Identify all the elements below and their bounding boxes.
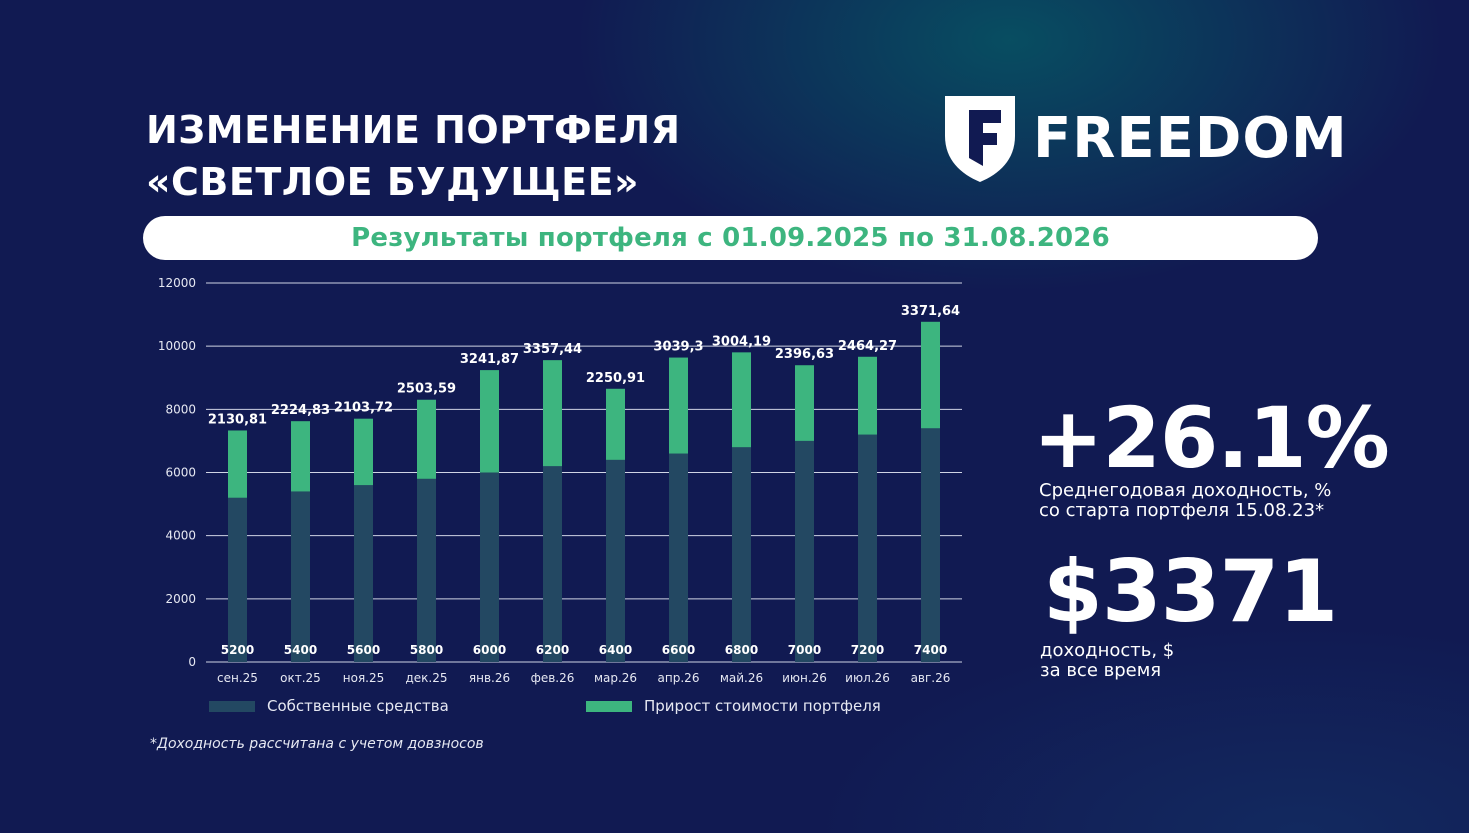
x-tick-label-0: сен.25 xyxy=(217,671,258,685)
x-tick-label-10: июл.26 xyxy=(845,671,890,685)
data-label-own-funds-11: 7400 xyxy=(914,643,947,657)
bar-own-funds-9 xyxy=(795,440,814,662)
x-tick-label-5: фев.26 xyxy=(531,671,575,685)
x-tick-label-3: дек.25 xyxy=(405,671,447,685)
y-tick-label-0: 0 xyxy=(188,655,196,669)
total-return-caption: доходность, $ за все время xyxy=(1040,641,1174,681)
bar-growth-2 xyxy=(354,418,373,486)
data-label-growth-9: 2396,63 xyxy=(775,347,834,362)
x-tick-label-2: ноя.25 xyxy=(343,671,385,685)
data-label-own-funds-10: 7200 xyxy=(851,643,884,657)
legend-item-growth: Прирост стоимости портфеля xyxy=(586,697,881,715)
data-label-growth-10: 2464,27 xyxy=(838,339,897,354)
bar-own-funds-5 xyxy=(543,466,562,662)
bar-own-funds-6 xyxy=(606,459,625,662)
x-tick-label-6: мар.26 xyxy=(594,671,637,685)
data-label-own-funds-1: 5400 xyxy=(284,643,317,657)
bar-own-funds-10 xyxy=(858,434,877,662)
brand-logo: FREEDOM xyxy=(943,96,1347,182)
bar-own-funds-8 xyxy=(732,447,751,662)
x-tick-label-9: июн.26 xyxy=(782,671,827,685)
total-return-caption-line1: доходность, $ xyxy=(1040,640,1175,661)
page-title-line1: ИЗМЕНЕНИЕ ПОРТФЕЛЯ xyxy=(146,108,681,152)
annual-return-value: +26.1% xyxy=(1033,389,1390,487)
period-banner: Результаты портфеля с 01.09.2025 по 31.0… xyxy=(143,216,1318,260)
bar-own-funds-2 xyxy=(354,485,373,662)
bar-growth-0 xyxy=(228,430,247,498)
legend-item-own-funds: Собственные средства xyxy=(209,697,449,715)
bar-own-funds-11 xyxy=(921,428,940,662)
bar-own-funds-3 xyxy=(417,478,436,662)
bar-growth-1 xyxy=(291,421,310,492)
y-tick-label-12000: 12000 xyxy=(158,276,196,290)
data-label-own-funds-5: 6200 xyxy=(536,643,569,657)
x-tick-label-1: окт.25 xyxy=(280,671,321,685)
data-label-growth-7: 3039,3 xyxy=(653,340,703,355)
data-label-own-funds-4: 6000 xyxy=(473,643,506,657)
y-tick-label-2000: 2000 xyxy=(165,592,196,606)
data-label-own-funds-8: 6800 xyxy=(725,643,758,657)
y-tick-label-10000: 10000 xyxy=(158,339,196,353)
data-label-growth-3: 2503,59 xyxy=(397,382,456,397)
bar-growth-7 xyxy=(669,357,688,454)
data-label-growth-11: 3371,64 xyxy=(901,304,960,319)
legend-label-growth: Прирост стоимости портфеля xyxy=(644,697,881,715)
data-label-growth-4: 3241,87 xyxy=(460,352,519,367)
period-banner-text: Результаты портфеля с 01.09.2025 по 31.0… xyxy=(351,223,1110,253)
data-label-own-funds-2: 5600 xyxy=(347,643,380,657)
total-return-value: $3371 xyxy=(1043,542,1338,642)
data-label-growth-5: 3357,44 xyxy=(523,342,582,357)
y-tick-label-8000: 8000 xyxy=(165,402,196,416)
total-return-caption-line2: за все время xyxy=(1040,660,1162,681)
bar-growth-4 xyxy=(480,370,499,473)
y-tick-label-4000: 4000 xyxy=(165,529,196,543)
data-label-own-funds-3: 5800 xyxy=(410,643,443,657)
bar-own-funds-7 xyxy=(669,453,688,662)
data-label-growth-8: 3004,19 xyxy=(712,334,771,349)
data-label-growth-6: 2250,91 xyxy=(586,371,645,386)
data-label-growth-2: 2103,72 xyxy=(334,401,393,416)
data-label-own-funds-9: 7000 xyxy=(788,643,821,657)
portfolio-chart: 0 2000 4000 6000 8000 10000 12000 5200 2130,81 се… xyxy=(158,276,962,685)
x-tick-label-7: апр.26 xyxy=(658,671,700,685)
data-label-own-funds-7: 6600 xyxy=(662,643,695,657)
freedom-shield-icon xyxy=(945,96,1015,182)
bar-growth-5 xyxy=(543,360,562,467)
bar-growth-3 xyxy=(417,399,436,479)
data-label-growth-1: 2224,83 xyxy=(271,403,330,418)
x-tick-label-8: май.26 xyxy=(720,671,763,685)
annual-return-caption: Среднегодовая доходность, % со старта по… xyxy=(1039,481,1331,521)
bar-growth-8 xyxy=(732,352,751,448)
annual-return-caption-line2: со старта портфеля 15.08.23* xyxy=(1039,500,1325,521)
legend-swatch-own-funds xyxy=(209,700,255,712)
brand-name: FREEDOM xyxy=(1033,106,1348,171)
footnote: *Доходность рассчитана с учетом довзносо… xyxy=(150,736,484,752)
bar-own-funds-1 xyxy=(291,491,310,662)
page-title: ИЗМЕНЕНИЕ ПОРТФЕЛЯ «СВЕТЛОЕ БУДУЩЕЕ» xyxy=(146,104,680,208)
data-label-growth-0: 2130,81 xyxy=(208,412,267,427)
x-tick-label-4: янв.26 xyxy=(469,671,510,685)
bar-growth-6 xyxy=(606,388,625,460)
data-label-own-funds-0: 5200 xyxy=(221,643,254,657)
page-title-line2: «СВЕТЛОЕ БУДУЩЕЕ» xyxy=(146,160,640,204)
bar-own-funds-4 xyxy=(480,472,499,662)
bar-own-funds-0 xyxy=(228,497,247,662)
y-tick-label-6000: 6000 xyxy=(165,466,196,480)
bar-growth-11 xyxy=(921,321,940,429)
x-tick-label-11: авг.26 xyxy=(911,671,951,685)
legend-label-own-funds: Собственные средства xyxy=(267,697,449,715)
bar-growth-10 xyxy=(858,356,877,435)
bar-growth-9 xyxy=(795,365,814,441)
annual-return-caption-line1: Среднегодовая доходность, % xyxy=(1039,480,1332,501)
data-label-own-funds-6: 6400 xyxy=(599,643,632,657)
legend-swatch-growth xyxy=(586,700,632,712)
